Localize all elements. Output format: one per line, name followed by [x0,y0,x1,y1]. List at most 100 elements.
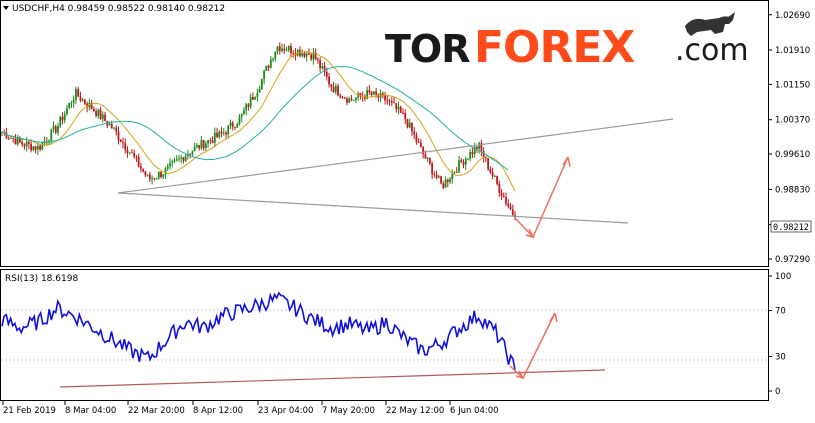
rsi-label: RSI(13) 18.6198 [5,274,78,284]
price-trendlines [117,118,674,224]
candle-body [193,146,196,152]
candle-body [487,157,490,170]
time-tick-label: 8 Apr 12:00 [193,406,243,416]
candle-body [301,53,304,56]
candle-body [476,146,478,149]
candle-body [135,156,138,158]
rsi-tick-label: 0 [775,387,780,397]
candle-body [254,97,257,100]
candle-body [164,168,167,175]
candle-body [366,89,369,99]
forecast-arrow-price [514,156,571,239]
candle-body [440,176,442,184]
candle-body [498,183,501,193]
candle-body [478,143,481,149]
candle-body [411,122,413,132]
rsi-tick-label: 100 [775,272,791,282]
candle-body [435,174,438,178]
candle-body [110,123,113,129]
candle-body [75,89,77,100]
candle-body [415,134,418,142]
candle-body [182,157,185,161]
candle-body [449,178,451,182]
candle-body [397,106,400,110]
dropdown-icon[interactable] [3,6,9,10]
candle-body [473,146,476,154]
candle-body [142,168,145,172]
candle-body [216,132,218,137]
candle-body [23,144,26,147]
candle-body [195,144,198,147]
candle-body [27,141,30,144]
candle-body [10,138,12,139]
candle-body [251,96,254,100]
candle-body [343,97,346,99]
candle-body [220,131,223,134]
candle-body [420,142,422,147]
candle-body [169,163,171,167]
candle-body [328,76,330,85]
candle-body [305,53,308,57]
candle-body [32,146,35,151]
candle-body [122,142,124,143]
candle-body [39,145,41,150]
candle-body [92,109,95,112]
candle-body [290,46,292,54]
candle-body [180,157,183,159]
time-tick-label: 22 May 12:00 [386,406,444,416]
candle-body [339,95,342,98]
candle-body [308,53,310,55]
time-tick-label: 21 Feb 2019 [3,406,56,416]
candle-body [265,65,268,71]
candle-body [484,157,487,159]
candle-body [480,143,483,151]
candle-body [393,102,395,104]
candle-body [258,88,261,93]
symbol-ohlc-label: USDCHF,H4 0.98459 0.98522 0.98140 0.9821… [12,4,225,14]
candle-body [54,126,57,133]
candle-body [310,54,313,60]
rsi-tick-label: 70 [775,307,786,317]
candle-body [469,151,472,159]
candle-body [471,151,474,154]
candle-body [155,178,158,179]
candle-body [348,98,351,103]
candle-body [157,171,160,179]
candle-body [350,98,353,101]
candle-body [442,183,445,188]
price-tick-label: 1.00370 [775,116,810,126]
candle-body [70,102,73,104]
price-tick-label: 1.02690 [775,11,810,21]
main-chart-frame [0,0,769,267]
candle-body [431,163,434,175]
candle-body [422,146,425,155]
candle-body [86,103,89,108]
candle-body [352,100,355,101]
candle-body [131,152,133,154]
candle-body [303,53,306,57]
candle-body [426,158,429,159]
candle-body [269,59,272,68]
candle-body [124,142,127,150]
candle-body [330,84,333,88]
candle-body [359,93,362,97]
candle-body [21,142,24,145]
candle-body [148,174,151,180]
candle-body [451,172,454,179]
candle-body [433,174,436,175]
candle-body [285,50,288,52]
candle-body [446,179,449,182]
candle-body [184,155,187,161]
candle-body [115,127,118,132]
candle-body [287,46,290,51]
candles-layer [1,42,516,221]
candle-body [202,140,205,149]
candle-body [144,171,147,176]
candle-body [72,99,75,103]
candle-body [260,78,263,89]
candle-body [81,99,84,101]
candle-body [312,52,315,60]
candle-body [12,138,15,139]
